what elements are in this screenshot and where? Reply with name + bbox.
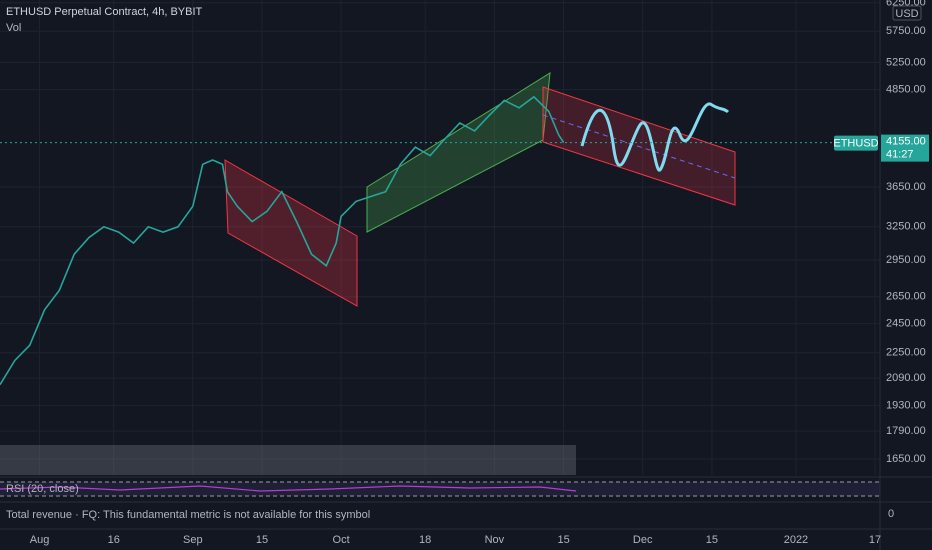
y-tick-label: 1790.00 [886, 425, 926, 437]
y-tick-label: 2250.00 [886, 347, 926, 359]
x-tick-label: Dec [633, 534, 653, 546]
x-tick-label: 17 [869, 534, 881, 546]
x-tick-label: 15 [557, 534, 569, 546]
y-tick-label: 1930.00 [886, 399, 926, 411]
channel-midline [542, 114, 736, 179]
y-tick-label: 5250.00 [886, 56, 926, 68]
revenue-tick: 0 [888, 508, 894, 520]
x-tick-label: 2022 [784, 534, 808, 546]
volume-label: Vol [6, 22, 21, 34]
rsi-label: RSI (20, close) [6, 483, 79, 495]
rsi-band [0, 482, 880, 496]
x-tick-label: 16 [108, 534, 120, 546]
x-tick-label: Oct [333, 534, 350, 546]
y-tick-label: 3650.00 [886, 181, 926, 193]
plot [0, 95, 565, 386]
y-tick-label: 2950.00 [886, 254, 926, 266]
projection-wave [580, 102, 730, 172]
last-price-badge [881, 134, 929, 162]
symbol-label: ETHUSD [833, 138, 878, 150]
price-line [0, 95, 565, 386]
chart-title: ETHUSD Perpetual Contract, 4h, BYBIT [6, 6, 203, 18]
x-tick-label: 18 [419, 534, 431, 546]
y-tick-label: 1650.00 [886, 453, 926, 465]
currency-box [892, 5, 922, 21]
y-tick-label: 5750.00 [886, 25, 926, 37]
falling-channel [224, 159, 358, 307]
x-tick-label: 15 [256, 534, 268, 546]
symbol-badge [834, 135, 878, 151]
countdown: 41:27 [886, 149, 914, 161]
y-tick-label: 3250.00 [886, 221, 926, 233]
y-tick-label: 4850.00 [886, 84, 926, 96]
last-price: 4155.00 [886, 136, 926, 148]
y-tick-label: 2650.00 [886, 291, 926, 303]
volume [0, 445, 576, 475]
revenue-label: Total revenue · FQ: This fundamental met… [6, 509, 370, 521]
y-tick-label: 2090.00 [886, 372, 926, 384]
grid [0, 0, 880, 475]
x-tick-label: Nov [485, 534, 505, 546]
x-tick-label: Aug [30, 534, 50, 546]
volume-band [0, 445, 576, 475]
rsi-line [0, 485, 577, 492]
x-tick-label: Sep [183, 534, 203, 546]
y-tick-label: 6250.00 [886, 0, 926, 9]
x-tick-label: 15 [706, 534, 718, 546]
currency: USD [895, 8, 918, 20]
y-tick-label: 2450.00 [886, 318, 926, 330]
